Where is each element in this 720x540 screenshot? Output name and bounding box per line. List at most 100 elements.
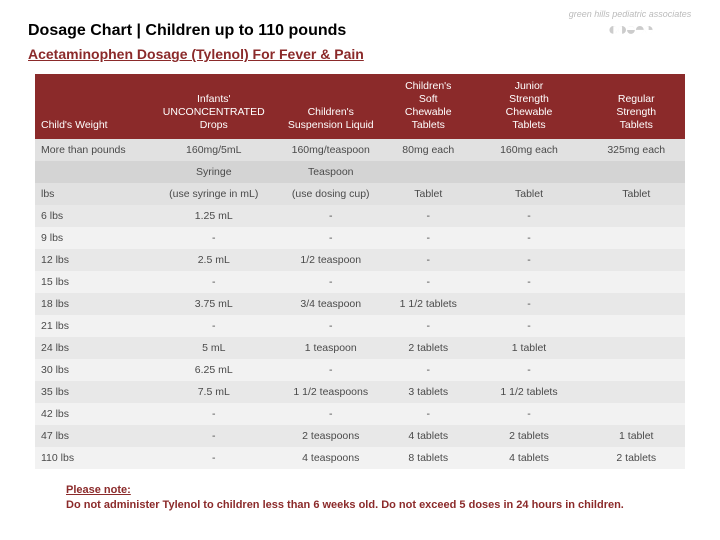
table-cell: Tablet — [471, 183, 588, 205]
table-cell: - — [152, 315, 276, 337]
table-cell: 2 tablets — [471, 425, 588, 447]
table-cell: 6.25 mL — [152, 359, 276, 381]
table-cell: Syringe — [152, 161, 276, 183]
table-cell: 2 tablets — [386, 337, 471, 359]
column-header: RegularStrengthTablets — [588, 74, 686, 139]
table-cell: - — [152, 227, 276, 249]
warning-note: Please note: Do not administer Tylenol t… — [66, 483, 692, 514]
table-cell: 1/2 teaspoon — [276, 249, 387, 271]
table-cell: - — [276, 359, 387, 381]
table-cell: (use syringe in mL) — [152, 183, 276, 205]
table-cell: 1 teaspoon — [276, 337, 387, 359]
column-header: Infants'UNCONCENTRATED Drops — [152, 74, 276, 139]
table-cell: More than pounds — [35, 139, 152, 161]
page: Dosage Chart | Children up to 110 pounds… — [0, 0, 720, 513]
table-row: 30 lbs6.25 mL--- — [35, 359, 685, 381]
table-cell: 2.5 mL — [152, 249, 276, 271]
table-cell: 18 lbs — [35, 293, 152, 315]
table-cell: Teaspoon — [276, 161, 387, 183]
table-cell — [588, 381, 686, 403]
table-cell: 160mg/5mL — [152, 139, 276, 161]
table-cell: - — [386, 205, 471, 227]
table-cell: - — [386, 315, 471, 337]
table-cell: 1.25 mL — [152, 205, 276, 227]
table-cell — [588, 271, 686, 293]
table-cell: - — [152, 447, 276, 469]
note-body: Do not administer Tylenol to children le… — [66, 499, 624, 511]
table-cell: 3.75 mL — [152, 293, 276, 315]
table-cell — [588, 403, 686, 425]
table-cell: 12 lbs — [35, 249, 152, 271]
table-row: 47 lbs-2 teaspoons4 tablets2 tablets1 ta… — [35, 425, 685, 447]
column-header: JuniorStrengthChewableTablets — [471, 74, 588, 139]
logo-text: green hills pediatric associates — [569, 9, 692, 19]
table-cell: 1 1/2 teaspoons — [276, 381, 387, 403]
table-cell: 325mg each — [588, 139, 686, 161]
table-cell: 7.5 mL — [152, 381, 276, 403]
table-cell: 160mg/teaspoon — [276, 139, 387, 161]
table-cell: (use dosing cup) — [276, 183, 387, 205]
table-cell: 80mg each — [386, 139, 471, 161]
table-cell: 6 lbs — [35, 205, 152, 227]
table-cell: 4 tablets — [386, 425, 471, 447]
table-header-row: Child's WeightInfants'UNCONCENTRATED Dro… — [35, 74, 685, 139]
table-cell: 15 lbs — [35, 271, 152, 293]
table-cell: - — [386, 249, 471, 271]
table-cell — [588, 293, 686, 315]
table-cell: - — [276, 315, 387, 337]
table-cell — [588, 249, 686, 271]
table-cell — [588, 227, 686, 249]
logo-graphics: ◐◑◒◓◔ — [608, 19, 652, 39]
table-cell — [588, 359, 686, 381]
table-cell: - — [276, 205, 387, 227]
table-cell: 30 lbs — [35, 359, 152, 381]
table-cell — [588, 205, 686, 227]
table-cell: 3 tablets — [386, 381, 471, 403]
table-cell: - — [471, 293, 588, 315]
table-cell: - — [471, 227, 588, 249]
table-cell: 2 teaspoons — [276, 425, 387, 447]
table-cell: 1 1/2 tablets — [471, 381, 588, 403]
table-cell: 8 tablets — [386, 447, 471, 469]
table-cell: - — [386, 359, 471, 381]
table-row: 110 lbs-4 teaspoons8 tablets4 tablets2 t… — [35, 447, 685, 469]
table-cell: 42 lbs — [35, 403, 152, 425]
table-cell: - — [471, 359, 588, 381]
table-cell: 1 tablet — [588, 425, 686, 447]
table-cell: 5 mL — [152, 337, 276, 359]
table-row: 42 lbs---- — [35, 403, 685, 425]
table-cell: - — [152, 425, 276, 447]
table-row: 35 lbs7.5 mL1 1/2 teaspoons3 tablets1 1/… — [35, 381, 685, 403]
table-cell — [471, 161, 588, 183]
table-cell — [588, 315, 686, 337]
table-row: 21 lbs---- — [35, 315, 685, 337]
table-row: 6 lbs1.25 mL--- — [35, 205, 685, 227]
table-cell: - — [152, 271, 276, 293]
table-cell — [588, 337, 686, 359]
table-row: 24 lbs5 mL1 teaspoon2 tablets1 tablet — [35, 337, 685, 359]
table-cell: - — [386, 227, 471, 249]
table-cell: 4 teaspoons — [276, 447, 387, 469]
table-cell: 2 tablets — [588, 447, 686, 469]
table-cell: 21 lbs — [35, 315, 152, 337]
table-cell: 47 lbs — [35, 425, 152, 447]
table-cell: 1 tablet — [471, 337, 588, 359]
table-cell: 9 lbs — [35, 227, 152, 249]
table-cell — [35, 161, 152, 183]
table-meta-row: More than pounds160mg/5mL160mg/teaspoon8… — [35, 139, 685, 161]
table-meta-row: lbs(use syringe in mL)(use dosing cup) Ta… — [35, 183, 685, 205]
table-cell: - — [471, 271, 588, 293]
table-row: 15 lbs---- — [35, 271, 685, 293]
table-row: 12 lbs2.5 mL1/2 teaspoon-- — [35, 249, 685, 271]
table-cell — [588, 161, 686, 183]
table-row: 9 lbs---- — [35, 227, 685, 249]
table-cell: 160mg each — [471, 139, 588, 161]
table-cell: - — [471, 205, 588, 227]
column-header: Child's Weight — [35, 74, 152, 139]
table-cell: 35 lbs — [35, 381, 152, 403]
table-cell: - — [276, 227, 387, 249]
note-label: Please note: — [66, 484, 131, 496]
table-cell: lbs — [35, 183, 152, 205]
dosage-table: Child's WeightInfants'UNCONCENTRATED Dro… — [35, 74, 685, 469]
table-cell: - — [152, 403, 276, 425]
